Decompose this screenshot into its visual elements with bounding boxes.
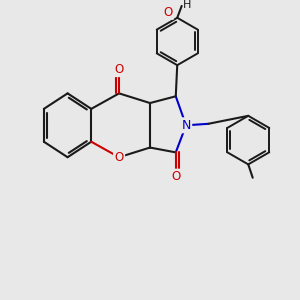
Text: O: O xyxy=(115,63,124,76)
Text: O: O xyxy=(115,151,124,164)
Text: N: N xyxy=(182,119,191,132)
Text: O: O xyxy=(164,6,173,19)
Text: H: H xyxy=(183,0,191,10)
Text: O: O xyxy=(171,170,180,183)
